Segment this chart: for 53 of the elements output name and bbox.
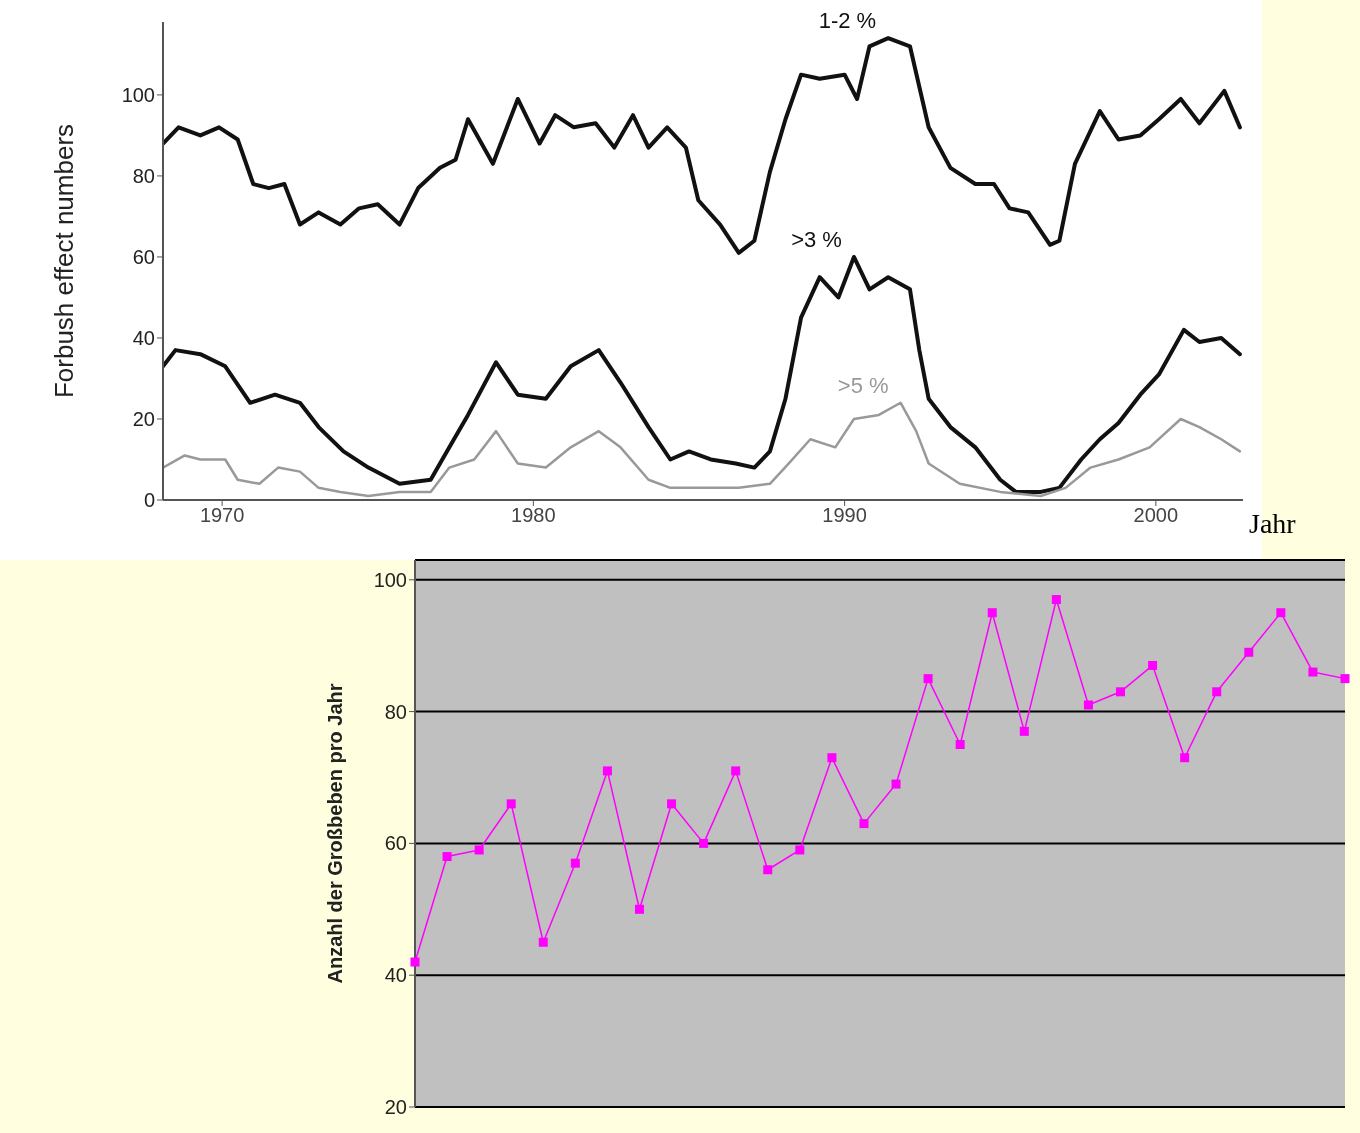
point [506,799,516,809]
point [1116,687,1126,697]
point [955,740,965,750]
point [859,819,869,829]
series-label: >5 % [837,372,889,398]
point [667,799,677,809]
y-tick-label: 40 [132,327,155,350]
series-label: >3 % [791,226,842,252]
point [1308,667,1318,677]
point [1180,753,1190,763]
x-tick-label: 1970 [199,504,245,527]
point [634,904,644,914]
point [795,845,805,855]
point [474,845,484,855]
point [1148,660,1158,670]
series-label: 1-2 % [818,8,877,34]
point [1276,608,1286,618]
x-tick-label: 1980 [511,504,556,527]
point [1019,726,1029,736]
point [570,858,580,868]
x-axis-title: Jahr [1249,508,1296,539]
x-tick-label: 2000 [1133,504,1179,527]
point [1340,674,1350,684]
line-series [163,254,1242,494]
y-axis-title: Forbush effect numbers [49,123,80,399]
x-tick-label: 1990 [822,504,867,527]
line-series [163,36,1242,255]
y-tick-label: 60 [132,246,155,269]
y-tick-label: 20 [132,408,155,431]
point [827,753,837,763]
point [1083,700,1093,710]
y-tick-label: 40 [384,964,407,987]
y-tick-label: 80 [384,700,407,723]
point [1244,647,1254,657]
point [923,674,933,684]
point [1212,687,1222,697]
point [602,766,612,776]
point [538,937,548,947]
point [987,608,997,618]
y-axis-title: Anzahl der Großbeben pro Jahr [324,683,347,984]
point [891,779,901,789]
point [1051,595,1061,605]
point [699,838,709,848]
y-tick-label: 60 [384,832,407,855]
point [442,852,452,862]
point [731,766,741,776]
y-tick-label: 80 [132,165,155,188]
y-tick-label: 0 [143,489,155,512]
y-tick-label: 100 [373,568,407,591]
y-tick-label: 20 [384,1096,407,1119]
y-tick-label: 100 [121,84,155,107]
point [410,957,420,967]
point [763,865,773,875]
